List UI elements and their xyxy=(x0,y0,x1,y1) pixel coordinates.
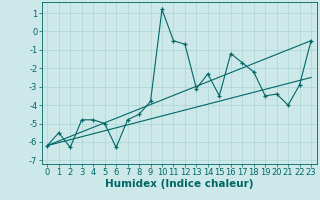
X-axis label: Humidex (Indice chaleur): Humidex (Indice chaleur) xyxy=(105,179,253,189)
